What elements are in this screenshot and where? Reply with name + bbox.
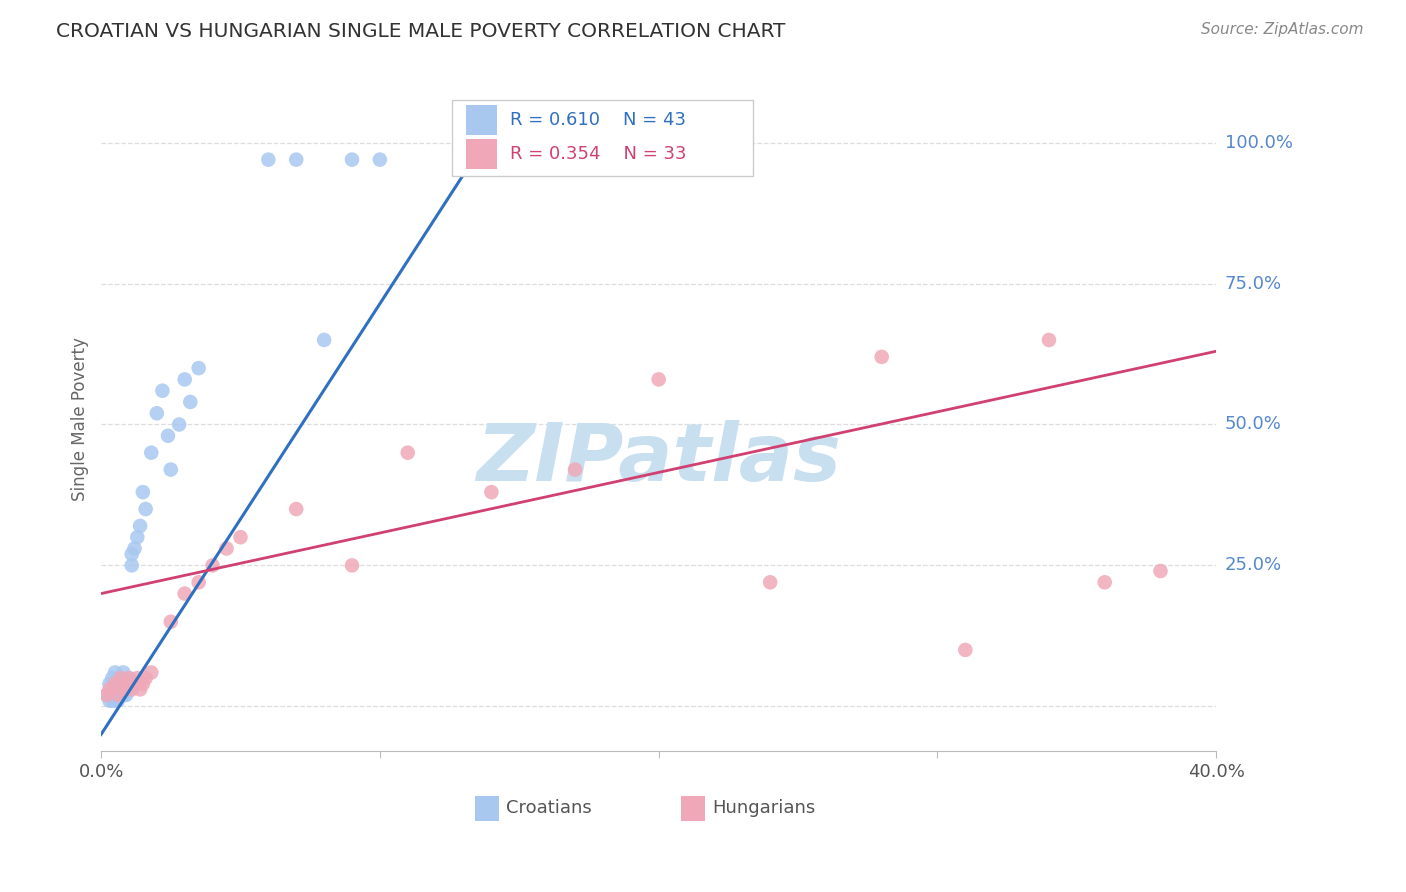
FancyBboxPatch shape — [681, 796, 706, 822]
Point — [118, 671, 141, 685]
Y-axis label: Single Male Poverty: Single Male Poverty — [72, 337, 89, 500]
Point — [1094, 575, 1116, 590]
Point — [127, 671, 149, 685]
Point — [112, 682, 135, 697]
Point — [1038, 333, 1060, 347]
Point — [129, 519, 152, 533]
Point — [152, 384, 174, 398]
Point — [132, 485, 155, 500]
Point — [101, 671, 124, 685]
Point — [132, 677, 155, 691]
Point — [110, 671, 132, 685]
Point — [146, 406, 169, 420]
Text: 100.0%: 100.0% — [1225, 134, 1292, 152]
Point — [115, 688, 138, 702]
Point — [340, 558, 363, 573]
Point — [135, 671, 157, 685]
Point — [229, 530, 252, 544]
Point — [107, 688, 129, 702]
Point — [104, 693, 127, 707]
Point — [112, 688, 135, 702]
Text: CROATIAN VS HUNGARIAN SINGLE MALE POVERTY CORRELATION CHART: CROATIAN VS HUNGARIAN SINGLE MALE POVERT… — [56, 22, 786, 41]
Text: R = 0.354    N = 33: R = 0.354 N = 33 — [510, 145, 688, 163]
FancyBboxPatch shape — [453, 100, 754, 176]
Point — [121, 547, 143, 561]
Point — [285, 153, 308, 167]
Point — [156, 429, 179, 443]
Point — [1149, 564, 1171, 578]
Point — [285, 502, 308, 516]
Point — [110, 688, 132, 702]
Text: ZIPatlas: ZIPatlas — [477, 420, 841, 498]
Point — [340, 153, 363, 167]
Point — [107, 688, 129, 702]
Point — [104, 682, 127, 697]
Point — [396, 445, 419, 459]
Text: 75.0%: 75.0% — [1225, 275, 1282, 293]
Text: 50.0%: 50.0% — [1225, 416, 1281, 434]
FancyBboxPatch shape — [475, 796, 499, 822]
Point — [96, 688, 118, 702]
Point — [167, 417, 190, 432]
Point — [124, 677, 146, 691]
Point — [135, 502, 157, 516]
Point — [121, 558, 143, 573]
Point — [479, 485, 502, 500]
Point — [124, 541, 146, 556]
Point — [121, 682, 143, 697]
Point — [759, 575, 782, 590]
FancyBboxPatch shape — [465, 139, 496, 169]
Point — [98, 677, 121, 691]
Point — [107, 693, 129, 707]
Point — [215, 541, 238, 556]
Text: 25.0%: 25.0% — [1225, 557, 1282, 574]
Point — [159, 615, 181, 629]
Text: Croatians: Croatians — [506, 799, 592, 817]
Point — [141, 665, 163, 680]
Point — [118, 682, 141, 697]
Point — [870, 350, 893, 364]
Point — [112, 682, 135, 697]
Point — [127, 530, 149, 544]
Point — [314, 333, 336, 347]
Point — [955, 643, 977, 657]
Point — [159, 462, 181, 476]
Text: R = 0.610    N = 43: R = 0.610 N = 43 — [510, 111, 686, 128]
Point — [115, 677, 138, 691]
Point — [173, 586, 195, 600]
Text: Source: ZipAtlas.com: Source: ZipAtlas.com — [1201, 22, 1364, 37]
Point — [98, 693, 121, 707]
Point — [101, 688, 124, 702]
Point — [101, 693, 124, 707]
Point — [368, 153, 391, 167]
Point — [173, 372, 195, 386]
Point — [107, 677, 129, 691]
Point — [115, 677, 138, 691]
Point — [98, 682, 121, 697]
Point — [129, 682, 152, 697]
Point — [96, 688, 118, 702]
Point — [647, 372, 669, 386]
Point — [104, 677, 127, 691]
Point — [187, 575, 209, 590]
Point — [141, 445, 163, 459]
Point — [104, 665, 127, 680]
Point — [187, 361, 209, 376]
Point — [257, 153, 280, 167]
Point — [201, 558, 224, 573]
Point — [110, 671, 132, 685]
Point — [112, 665, 135, 680]
Point — [179, 395, 201, 409]
Text: Hungarians: Hungarians — [713, 799, 815, 817]
Point — [110, 682, 132, 697]
Point — [564, 462, 586, 476]
Point — [118, 671, 141, 685]
FancyBboxPatch shape — [465, 104, 496, 135]
